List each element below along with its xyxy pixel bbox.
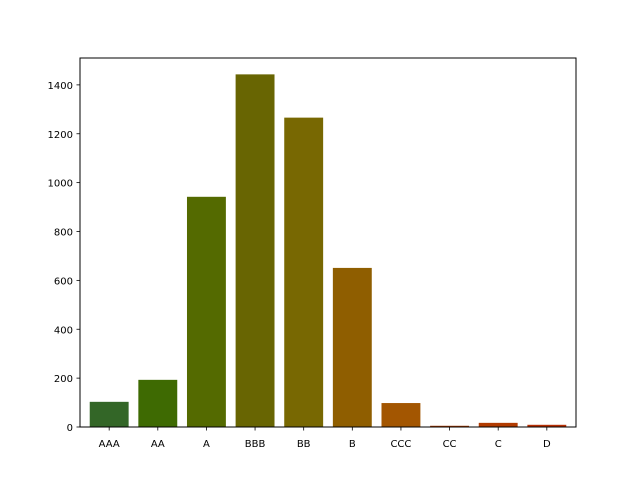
y-tick-label: 600	[54, 276, 73, 287]
x-tick-label: AA	[151, 439, 165, 450]
bar-bb	[284, 117, 324, 427]
x-tick-label: BBB	[245, 439, 266, 450]
x-tick-label: D	[543, 439, 551, 450]
x-tick-label: B	[349, 439, 356, 450]
bars-layer	[89, 74, 567, 428]
x-tick-label: CC	[443, 439, 457, 450]
bar-d	[527, 424, 567, 427]
bar-cc	[430, 425, 470, 427]
bar-ccc	[381, 403, 421, 427]
y-tick-label: 0	[67, 423, 73, 434]
y-tick-label: 400	[54, 325, 73, 336]
y-tick-label: 1200	[48, 130, 73, 141]
y-tick-label: 800	[54, 228, 73, 239]
bar-b	[332, 267, 372, 427]
x-tick-label: BB	[297, 439, 311, 450]
x-tick-label: A	[203, 439, 210, 450]
y-tick-label: 200	[54, 374, 73, 385]
y-axis: 0 200 400 600 800 1000 1200 1400	[48, 81, 80, 434]
bar-c	[478, 422, 518, 427]
x-tick-label: CCC	[390, 439, 411, 450]
y-tick-label: 1400	[48, 81, 73, 92]
x-axis: AAA AA A BBB BB B CCC CC C D	[99, 427, 551, 450]
bar-bbb	[235, 74, 275, 428]
plot-frame	[79, 57, 577, 428]
x-tick-label: AAA	[99, 439, 120, 450]
bar-a	[186, 196, 226, 427]
y-tick-label: 1000	[48, 179, 73, 190]
bar-aaa	[89, 401, 129, 427]
bar-aa	[138, 379, 178, 427]
x-tick-label: C	[495, 439, 502, 450]
